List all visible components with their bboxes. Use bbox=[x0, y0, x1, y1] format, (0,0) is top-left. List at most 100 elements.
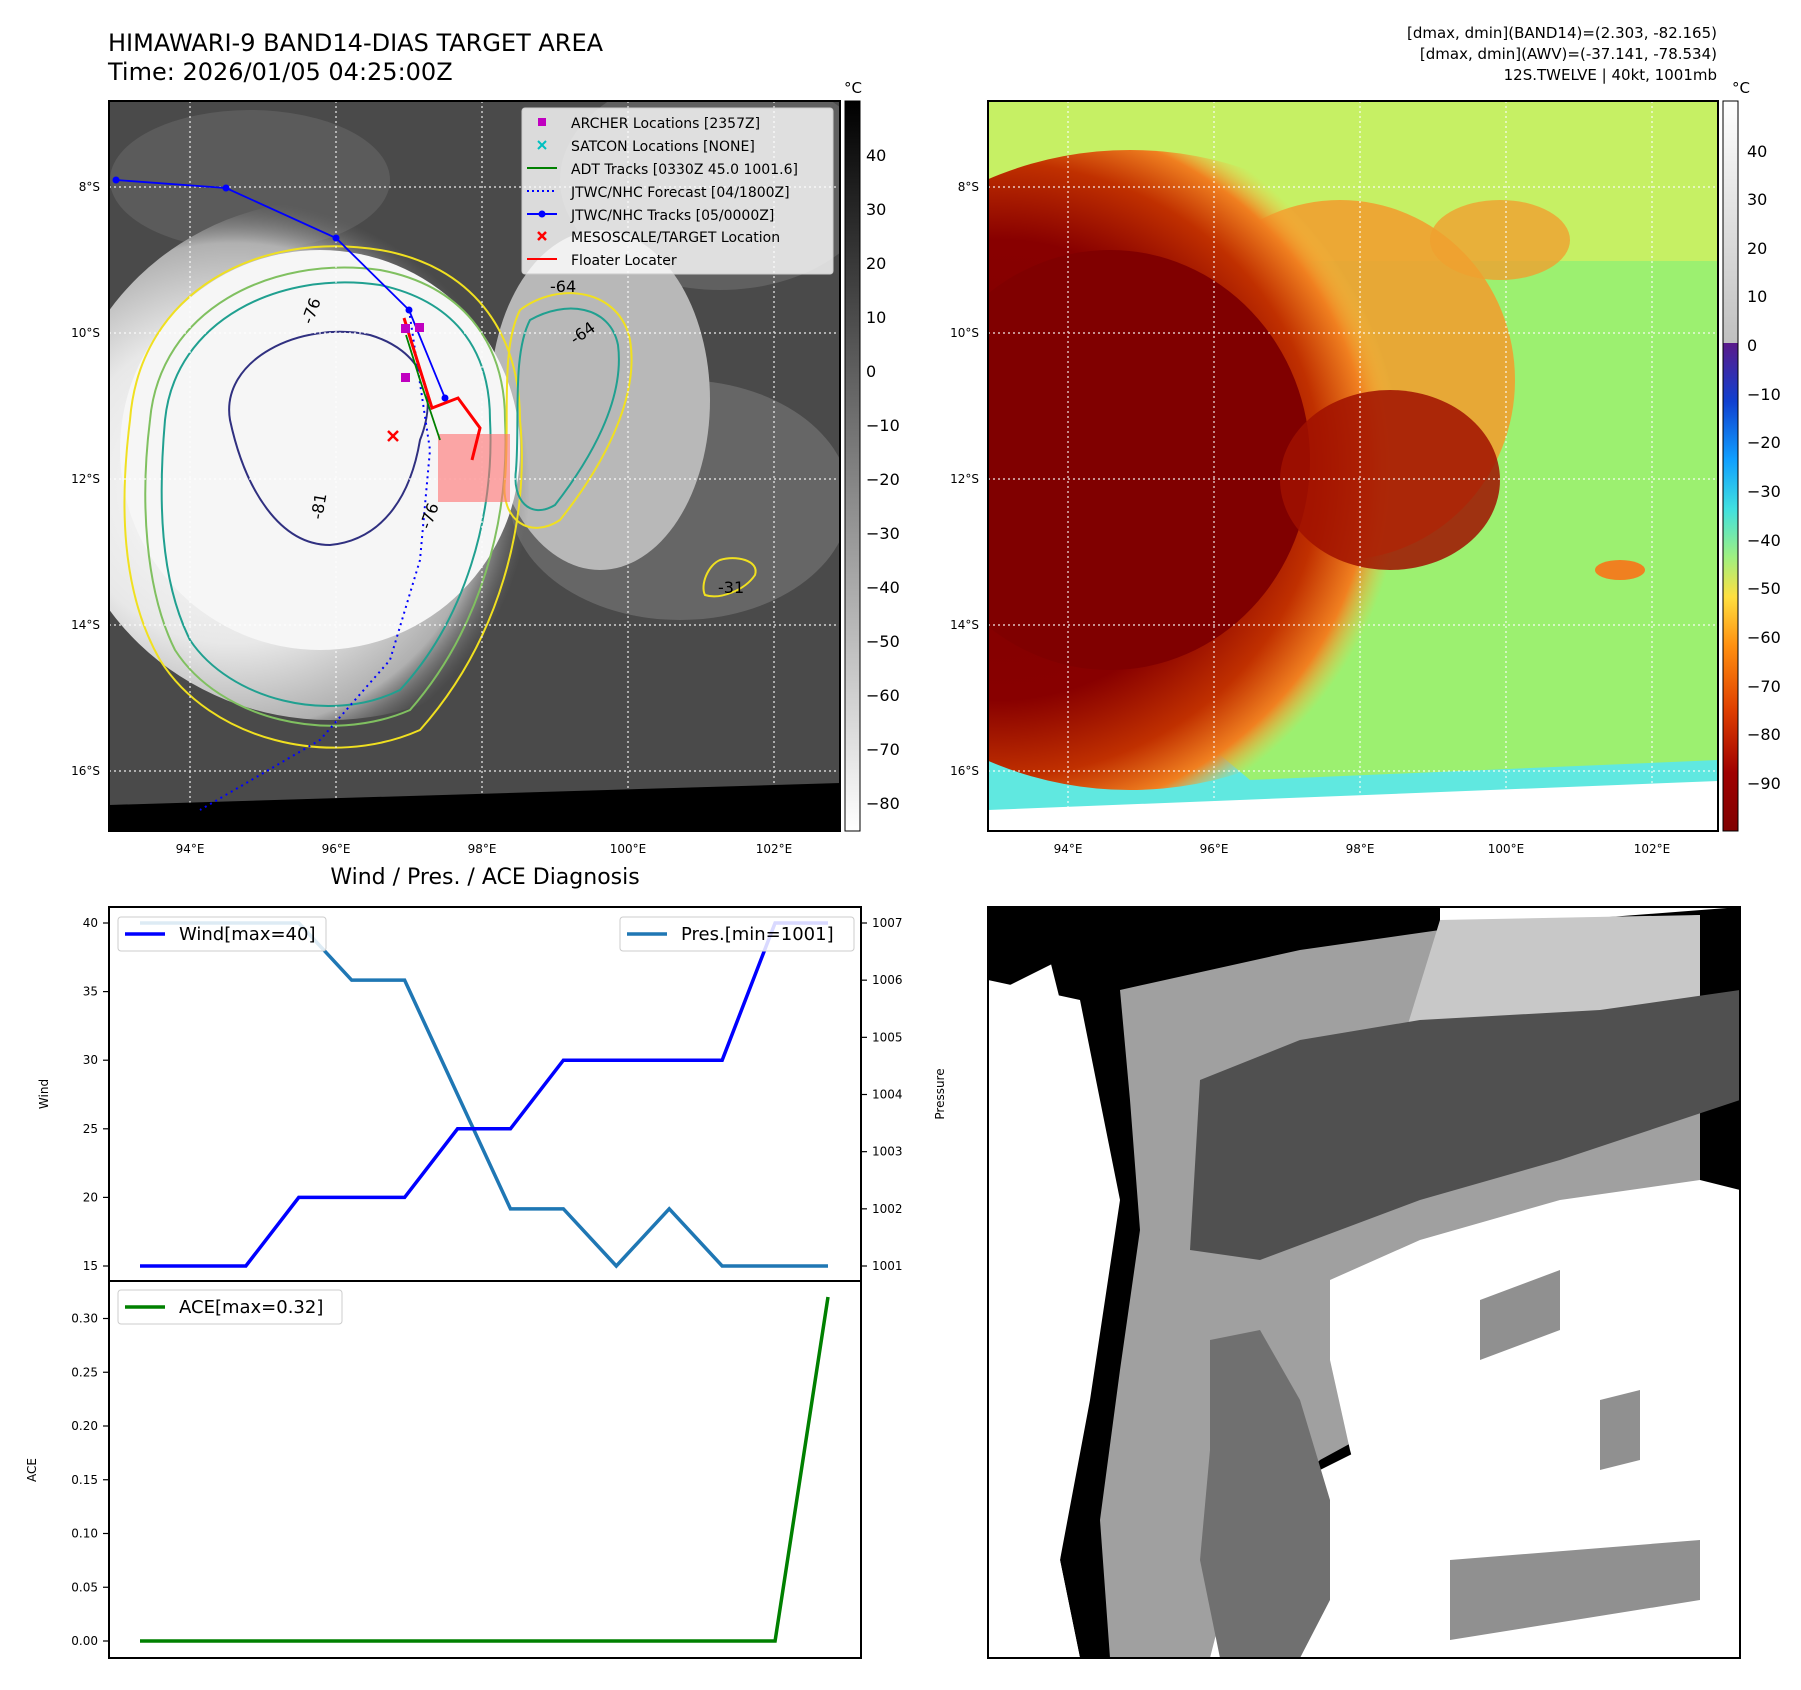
ace-tick-label: 0.25 bbox=[71, 1365, 98, 1379]
awv-colorbar: °C 40 30 20 10 0 −10 −20 −30 −40 −50 −60… bbox=[1722, 79, 1781, 832]
awv-cbar-tick: 20 bbox=[1747, 239, 1767, 258]
wmg-count-label: WMG Count: 0 bbox=[1005, 924, 1158, 946]
ir-cbar-tick: −60 bbox=[866, 686, 900, 705]
info-awv-range: [dmax, dmin](AWV)=(-37.141, -78.534) bbox=[1420, 45, 1717, 63]
ir-cbar-tick: −50 bbox=[866, 632, 900, 651]
ir-cbar-tick: 10 bbox=[866, 308, 886, 327]
ir-legend: ARCHER Locations [2357Z] SATCON Location… bbox=[521, 107, 834, 275]
awv-cbar-tick: 40 bbox=[1747, 142, 1767, 161]
ir-cbar-tick: −20 bbox=[866, 470, 900, 489]
awv-map-panel: °C 40 30 20 10 0 −10 −20 −30 −40 −50 −60… bbox=[950, 79, 1781, 856]
awv-lon-label: 102°E bbox=[1634, 842, 1671, 856]
pressure-axis-label: Pressure bbox=[933, 1068, 947, 1119]
awv-cbar-tick: −40 bbox=[1747, 531, 1781, 550]
ir-lon-label: 94°E bbox=[176, 842, 205, 856]
ir-lat-label: 14°S bbox=[71, 618, 100, 632]
awv-lon-label: 98°E bbox=[1346, 842, 1375, 856]
awv-lon-label: 100°E bbox=[1488, 842, 1525, 856]
ir-lon-label: 96°E bbox=[322, 842, 351, 856]
awv-cbar-tick: −80 bbox=[1747, 725, 1781, 744]
wind-tick-label: 30 bbox=[83, 1053, 98, 1067]
wind-series-line bbox=[140, 921, 828, 1268]
legend-archer: ARCHER Locations [2357Z] bbox=[571, 116, 760, 132]
pressure-y-ticks: 1001 1002 1003 1004 1005 1006 1007 bbox=[861, 916, 903, 1273]
awv-lat-label: 14°S bbox=[950, 618, 979, 632]
contour-label-3: -64 bbox=[550, 277, 576, 296]
ir-colorbar-unit: °C bbox=[844, 79, 862, 97]
wind-tick-label: 40 bbox=[83, 916, 98, 930]
legend-floater: Floater Locater bbox=[571, 253, 677, 269]
contour-label-6: -31 bbox=[718, 578, 744, 597]
ace-series-line bbox=[140, 1296, 830, 1643]
wind-legend: Wind[max=40] bbox=[117, 916, 327, 952]
diagnosis-title: Wind / Pres. / ACE Diagnosis bbox=[330, 865, 639, 890]
wind-axis-label: Wind bbox=[37, 1079, 51, 1109]
legend-adt: ADT Tracks [0330Z 45.0 1001.6] bbox=[571, 162, 798, 178]
pressure-tick-label: 1005 bbox=[872, 1030, 903, 1044]
awv-cbar-tick: −30 bbox=[1747, 482, 1781, 501]
awv-cbar-tick: 10 bbox=[1747, 287, 1767, 306]
awv-cbar-tick: −50 bbox=[1747, 579, 1781, 598]
awv-colorbar-unit: °C bbox=[1732, 79, 1750, 97]
ace-tick-label: 0.00 bbox=[71, 1634, 98, 1648]
wind-tick-label: 20 bbox=[83, 1190, 98, 1204]
ir-cbar-tick: 30 bbox=[866, 200, 886, 219]
ace-legend-label: ACE[max=0.32] bbox=[179, 1297, 323, 1318]
wmg-panel: WMG Count: 0 bbox=[987, 906, 1741, 1659]
awv-cbar-tick: −60 bbox=[1747, 628, 1781, 647]
awv-lat-label: 12°S bbox=[950, 472, 979, 486]
awv-cbar-tick: 0 bbox=[1747, 336, 1757, 355]
wind-tick-label: 35 bbox=[83, 985, 98, 999]
awv-cbar-tick: −70 bbox=[1747, 677, 1781, 696]
ir-cbar-tick: −30 bbox=[866, 524, 900, 543]
legend-jtwc-forecast: JTWC/NHC Forecast [04/1800Z] bbox=[570, 185, 790, 201]
pressure-tick-label: 1003 bbox=[872, 1145, 903, 1159]
awv-cbar-tick: −90 bbox=[1747, 774, 1781, 793]
ir-cbar-tick: −70 bbox=[866, 740, 900, 759]
awv-lon-label: 96°E bbox=[1200, 842, 1229, 856]
figure-title: HIMAWARI-9 BAND14-DIAS TARGET AREA bbox=[108, 29, 604, 57]
awv-lat-label: 10°S bbox=[950, 326, 979, 340]
ir-lat-label: 12°S bbox=[71, 472, 100, 486]
wind-tick-label: 25 bbox=[83, 1122, 98, 1136]
wind-y-ticks: 15 20 25 30 35 40 bbox=[83, 916, 109, 1273]
wind-tick-label: 15 bbox=[83, 1259, 98, 1273]
ir-cbar-tick: 20 bbox=[866, 254, 886, 273]
pressure-tick-label: 1004 bbox=[872, 1088, 903, 1102]
awv-cbar-tick: 30 bbox=[1747, 190, 1767, 209]
ace-tick-label: 0.05 bbox=[71, 1580, 98, 1594]
ir-map-panel: -76 -64 -64 -81 -76 -31 Copyright © 2020… bbox=[71, 79, 900, 856]
info-band14-range: [dmax, dmin](BAND14)=(2.303, -82.165) bbox=[1407, 24, 1717, 42]
legend-satcon: SATCON Locations [NONE] bbox=[571, 139, 755, 155]
pressure-tick-label: 1006 bbox=[872, 973, 903, 987]
ace-tick-label: 0.10 bbox=[71, 1527, 98, 1541]
wind-pressure-chart: Wind / Pres. / ACE Diagnosis 15 20 25 30 35 4… bbox=[37, 865, 947, 1282]
ir-cbar-tick: −40 bbox=[866, 578, 900, 597]
legend-jtwc-tracks: JTWC/NHC Tracks [05/0000Z] bbox=[570, 208, 774, 224]
ir-lon-label: 100°E bbox=[610, 842, 647, 856]
ace-tick-label: 0.15 bbox=[71, 1473, 98, 1487]
legend-mesoscale: MESOSCALE/TARGET Location bbox=[571, 230, 780, 246]
info-storm-id: 12S.TWELVE | 40kt, 1001mb bbox=[1504, 66, 1717, 84]
pressure-tick-label: 1001 bbox=[872, 1259, 903, 1273]
pressure-tick-label: 1007 bbox=[872, 916, 903, 930]
ir-lat-label: 10°S bbox=[71, 326, 100, 340]
ir-lat-label: 8°S bbox=[79, 180, 100, 194]
ir-colorbar: °C 40 30 20 10 0 −10 −20 −30 −40 −50 −60… bbox=[844, 79, 900, 832]
ir-lon-label: 98°E bbox=[468, 842, 497, 856]
pressure-tick-label: 1002 bbox=[872, 1202, 903, 1216]
ace-axis-label: ACE bbox=[25, 1458, 39, 1482]
ir-cbar-tick: −10 bbox=[866, 416, 900, 435]
copyright-text: Copyright © 2020-2026 Dapiya bbox=[112, 810, 391, 829]
ir-cbar-tick: 0 bbox=[866, 362, 876, 381]
ir-lon-label: 102°E bbox=[756, 842, 793, 856]
pressure-legend: Pres.[min=1001] bbox=[619, 916, 855, 952]
ir-cbar-tick: −80 bbox=[866, 794, 900, 813]
ace-tick-label: 0.30 bbox=[71, 1312, 98, 1326]
ir-lat-label: 16°S bbox=[71, 764, 100, 778]
awv-lat-label: 16°S bbox=[950, 764, 979, 778]
ace-tick-label: 0.20 bbox=[71, 1419, 98, 1433]
ace-legend: ACE[max=0.32] bbox=[117, 1289, 343, 1325]
wind-legend-label: Wind[max=40] bbox=[179, 924, 316, 945]
